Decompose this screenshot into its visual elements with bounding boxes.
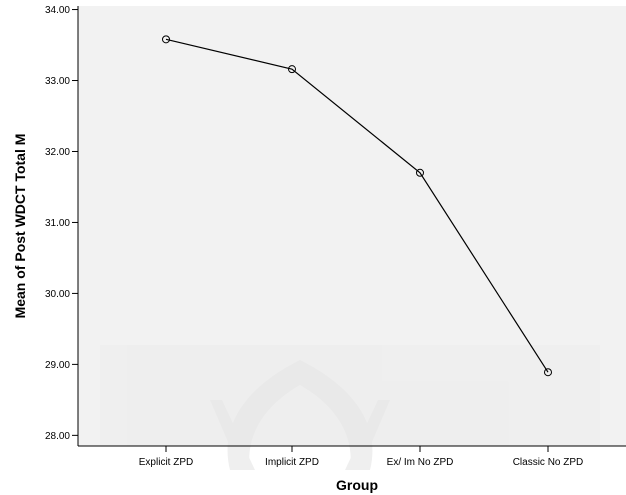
- x-tick-label: Explicit ZPD: [139, 457, 193, 468]
- y-tick-label: 29.00: [45, 360, 70, 371]
- x-tick-label: Classic No ZPD: [513, 457, 584, 468]
- y-tick-label: 28.00: [45, 431, 70, 442]
- y-tick-label: 30.00: [45, 289, 70, 300]
- data-point: [544, 368, 552, 377]
- y-tick-label: 31.00: [45, 218, 70, 229]
- y-axis-title: Mean of Post WDCT Total M: [12, 134, 28, 319]
- data-point: [416, 168, 424, 177]
- y-tick-label: 32.00: [45, 147, 70, 158]
- y-axis: 28.00 29.00 30.00 31.00 32.00 33.00 34.00: [45, 5, 79, 446]
- y-tick-label: 34.00: [45, 5, 70, 16]
- data-point: [162, 35, 170, 44]
- series-line: [165, 38, 549, 373]
- x-tick-label: Ex/ Im No ZPD: [387, 457, 454, 468]
- x-axis-title: Group: [336, 477, 378, 493]
- series-group: [162, 35, 552, 377]
- x-tick-label: Implicit ZPD: [265, 457, 319, 468]
- x-axis: Explicit ZPD Implicit ZPD Ex/ Im No ZPD Cla…: [78, 445, 626, 468]
- data-point: [288, 65, 296, 74]
- watermark: [100, 345, 600, 470]
- y-tick-label: 33.00: [45, 76, 70, 87]
